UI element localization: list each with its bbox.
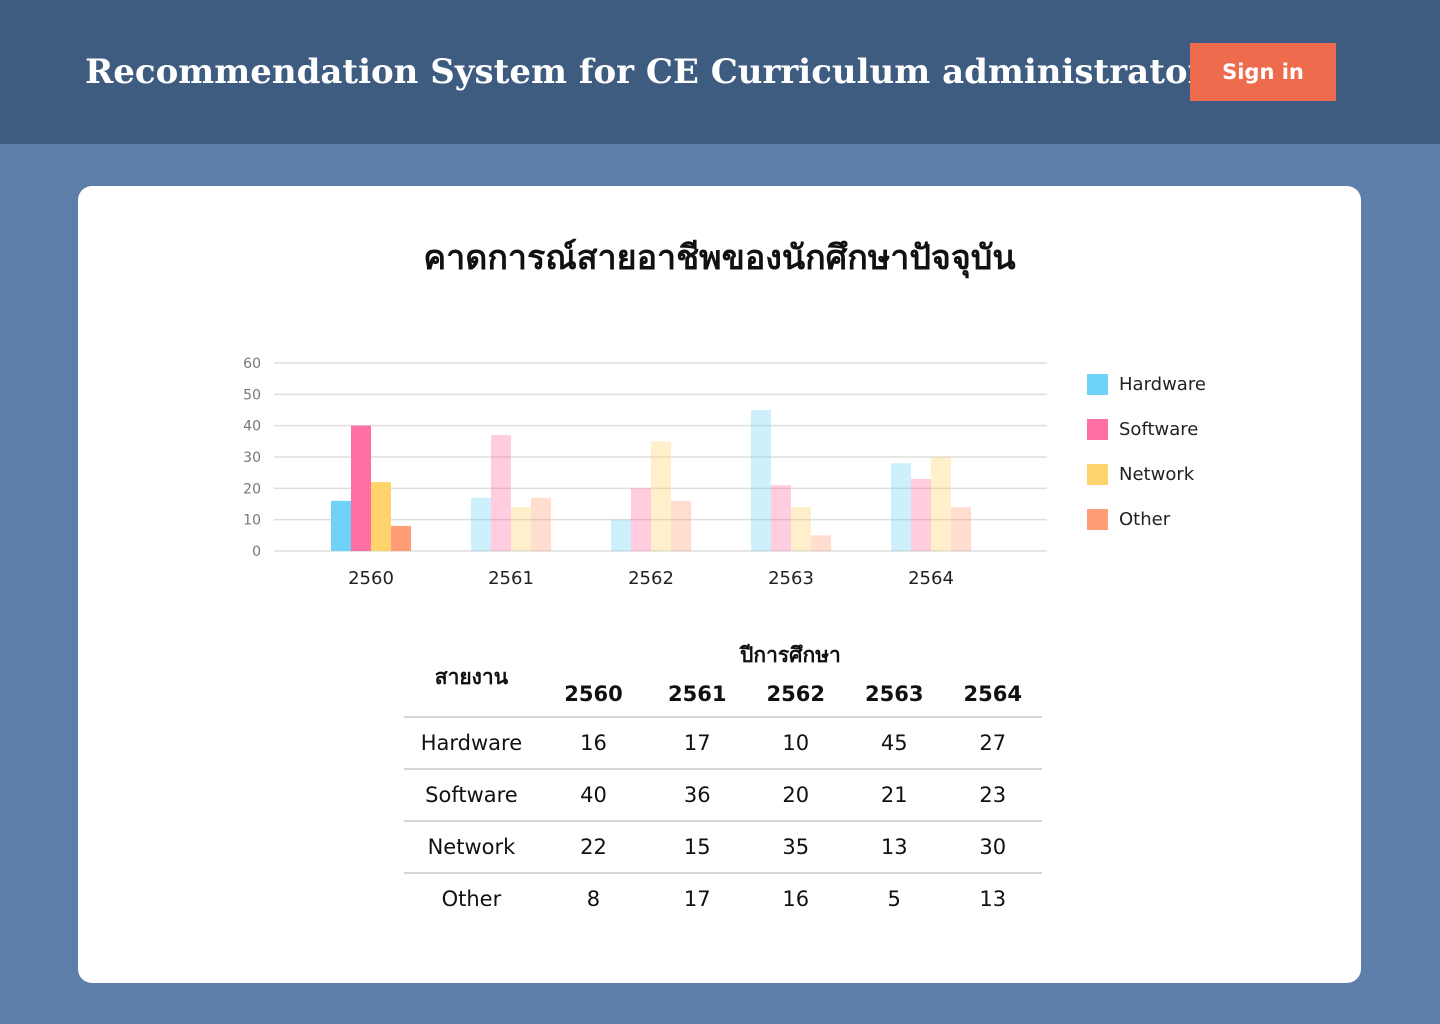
table-cell: 22 bbox=[580, 835, 607, 859]
table-cell: 20 bbox=[782, 783, 810, 807]
bar bbox=[791, 507, 811, 551]
group-header: ปีการศึกษา bbox=[740, 643, 841, 667]
legend-item: Software bbox=[1087, 418, 1206, 440]
app-title: Recommendation System for CE Curriculum … bbox=[85, 52, 1225, 92]
y-tick-label: 0 bbox=[252, 544, 261, 560]
year-header: 2562 bbox=[766, 682, 825, 706]
legend-label: Network bbox=[1119, 463, 1195, 485]
table-cell: 10 bbox=[782, 731, 810, 755]
legend-swatch bbox=[1087, 508, 1108, 530]
legend-swatch bbox=[1087, 463, 1108, 485]
bar bbox=[471, 497, 491, 551]
sign-in-button[interactable]: Sign in bbox=[1190, 43, 1336, 101]
legend-item: Other bbox=[1087, 508, 1206, 530]
table-cell: 30 bbox=[979, 835, 1007, 859]
row-label: Other bbox=[441, 887, 502, 911]
chart-title: คาดการณ์สายอาชีพของนักศึกษาปัจจุบัน bbox=[423, 238, 1016, 278]
legend-item: Hardware bbox=[1087, 373, 1206, 395]
data-table: สายงาน ปีการศึกษา 2560 2561 2562 2563 2564 H… bbox=[404, 638, 1042, 924]
table-cell: 15 bbox=[683, 835, 711, 859]
table-cell: 13 bbox=[979, 887, 1007, 911]
table-cell: 36 bbox=[683, 783, 711, 807]
table-row: Other 8 17 16 5 13 bbox=[404, 873, 1042, 924]
row-label: Network bbox=[427, 835, 516, 859]
bar bbox=[351, 425, 371, 551]
y-tick-label: 50 bbox=[243, 387, 261, 403]
y-tick-label: 30 bbox=[243, 450, 261, 466]
y-tick-label: 40 bbox=[243, 419, 261, 435]
bar bbox=[331, 500, 351, 551]
table-cell: 45 bbox=[880, 731, 908, 755]
bar bbox=[531, 497, 551, 551]
bar bbox=[811, 535, 831, 551]
year-header: 2561 bbox=[668, 682, 727, 706]
table-cell: 17 bbox=[683, 887, 711, 911]
y-tick-label: 60 bbox=[243, 356, 261, 372]
bar bbox=[771, 485, 791, 551]
table-cell: 8 bbox=[586, 887, 601, 911]
table-row: Hardware 16 17 10 45 27 bbox=[404, 717, 1042, 769]
top-header: Recommendation System for CE Curriculum … bbox=[0, 0, 1440, 144]
row-label: Software bbox=[425, 783, 518, 807]
bar-chart: 0 10 20 30 40 50 60 2560 2561 2562 2563 2564 bbox=[243, 356, 1047, 589]
bar bbox=[491, 435, 511, 551]
legend-label: Other bbox=[1119, 508, 1171, 530]
bar bbox=[611, 519, 631, 551]
bar bbox=[751, 410, 771, 551]
x-tick-label: 2562 bbox=[628, 568, 674, 589]
year-header: 2560 bbox=[564, 682, 623, 706]
bar bbox=[911, 478, 931, 551]
legend-swatch bbox=[1087, 373, 1108, 395]
table-cell: 16 bbox=[782, 887, 810, 911]
legend-swatch bbox=[1087, 418, 1108, 440]
bar bbox=[511, 507, 531, 551]
bar bbox=[671, 500, 691, 551]
chart-legend: Hardware Software Network Other bbox=[1087, 373, 1206, 553]
legend-label: Software bbox=[1119, 418, 1199, 440]
table-cell: 16 bbox=[580, 731, 607, 755]
bar bbox=[931, 457, 951, 551]
x-tick-label: 2563 bbox=[768, 568, 814, 589]
x-tick-label: 2564 bbox=[908, 568, 954, 589]
table-row: Network 22 15 35 13 30 bbox=[404, 821, 1042, 873]
x-tick-label: 2561 bbox=[488, 568, 534, 589]
bar bbox=[891, 463, 911, 551]
table-cell: 40 bbox=[580, 783, 607, 807]
bar bbox=[651, 441, 671, 551]
content-card: คาดการณ์สายอาชีพของนักศึกษาปัจจุบัน 0 10 2… bbox=[78, 186, 1361, 983]
legend-label: Hardware bbox=[1119, 373, 1206, 395]
bar bbox=[371, 482, 391, 551]
row-label: Hardware bbox=[420, 731, 523, 755]
y-tick-label: 10 bbox=[243, 513, 261, 529]
table-cell: 35 bbox=[782, 835, 810, 859]
x-tick-label: 2560 bbox=[348, 568, 394, 589]
bar bbox=[391, 525, 411, 551]
legend-item: Network bbox=[1087, 463, 1206, 485]
row-header: สายงาน bbox=[434, 664, 509, 689]
year-header: 2564 bbox=[963, 682, 1022, 706]
y-tick-label: 20 bbox=[243, 481, 261, 497]
table-row: Software 40 36 20 21 23 bbox=[404, 769, 1042, 821]
bar bbox=[631, 488, 651, 551]
table-cell: 13 bbox=[880, 835, 908, 859]
table-cell: 27 bbox=[979, 731, 1007, 755]
bar bbox=[951, 507, 971, 551]
table-cell: 23 bbox=[979, 783, 1007, 807]
table-cell: 17 bbox=[683, 731, 711, 755]
year-header: 2563 bbox=[864, 682, 924, 706]
table-cell: 5 bbox=[887, 887, 901, 911]
table-cell: 21 bbox=[880, 783, 908, 807]
